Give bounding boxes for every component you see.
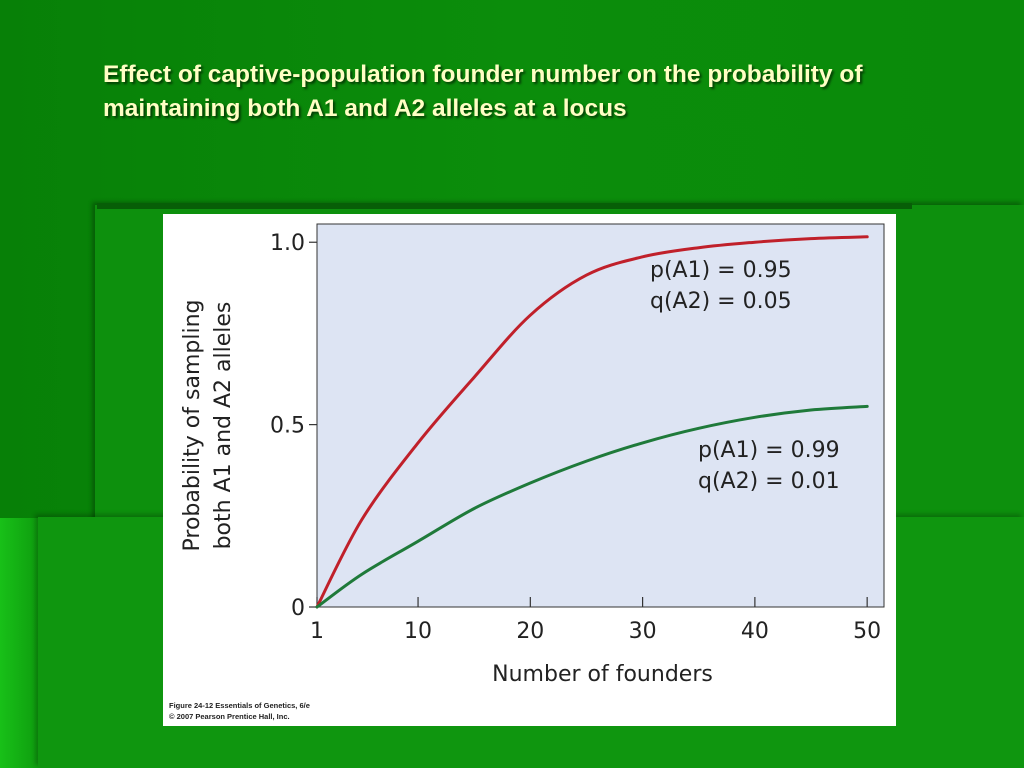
x-tick-label: 20	[516, 619, 544, 644]
background-accent	[0, 518, 40, 768]
series-annotation-q: q(A2) = 0.05	[650, 289, 792, 314]
figure-credit: Figure 24-12 Essentials of Genetics, 6/e	[169, 701, 310, 710]
figure-copyright: © 2007 Pearson Prentice Hall, Inc.	[169, 712, 290, 721]
x-tick-label: 50	[853, 619, 881, 644]
figure-panel: 0 0.5 1.0 1 10 20 30 40 50 Number of founders Prob…	[163, 214, 896, 726]
x-axis-title: Number of founders	[492, 662, 713, 687]
x-tick-label: 30	[629, 619, 657, 644]
series-line-p099	[315, 404, 869, 609]
background-divider-bar	[97, 203, 912, 209]
x-tick-label: 40	[741, 619, 769, 644]
y-tick-label: 1.0	[270, 231, 305, 256]
y-axis-title-line1: Probability of sampling	[180, 300, 205, 552]
series-annotation-p: p(A1) = 0.99	[698, 438, 840, 463]
x-tick-label: 1	[310, 619, 324, 644]
plot-area	[316, 223, 885, 608]
series-annotation-p: p(A1) = 0.95	[650, 258, 792, 283]
y-axis-title-line2: both A1 and A2 alleles	[211, 302, 236, 550]
series-line-p095	[315, 235, 869, 609]
y-tick-label: 0.5	[270, 414, 305, 439]
y-tick-label: 0	[291, 596, 305, 621]
line-chart: 0 0.5 1.0 1 10 20 30 40 50 Number of founders Prob…	[180, 223, 885, 687]
series-annotation-q: q(A2) = 0.01	[698, 469, 840, 494]
slide-title: Effect of captive-population founder num…	[103, 61, 863, 122]
x-tick-label: 10	[404, 619, 432, 644]
